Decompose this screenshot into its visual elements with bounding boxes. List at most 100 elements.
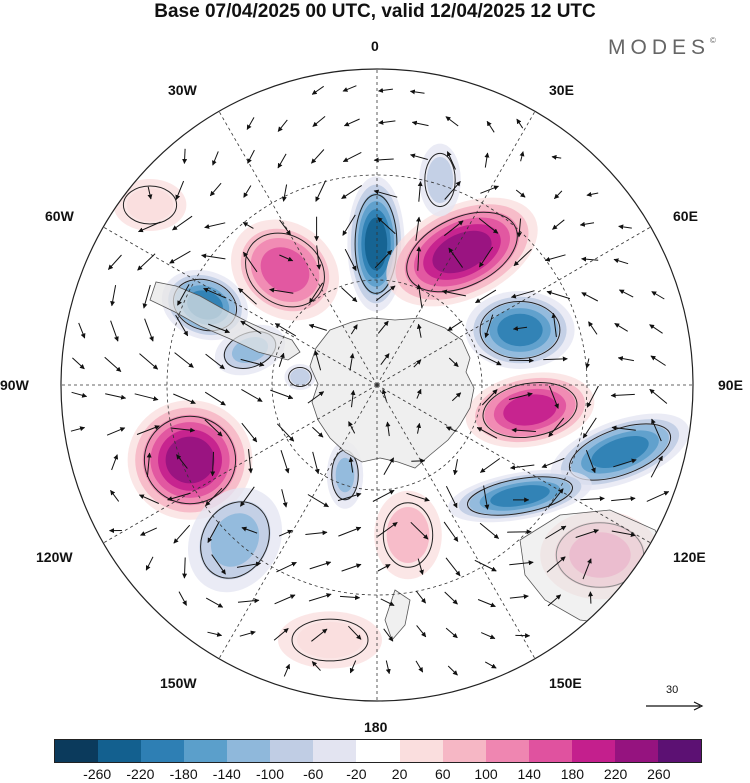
wind-arrow [312, 426, 324, 438]
wind-arrow [443, 521, 459, 542]
wind-arrow [649, 324, 663, 334]
wind-arrow [516, 218, 522, 238]
wind-arrow [174, 352, 194, 368]
wind-arrow [273, 628, 289, 641]
wind-arrow [278, 529, 293, 537]
wind-arrow [341, 563, 362, 572]
anomaly-contour-level [591, 436, 649, 468]
wind-arrow [585, 358, 591, 369]
wind-arrow [167, 492, 191, 502]
wind-arrow [241, 526, 258, 534]
wind-arrow [479, 522, 499, 539]
wind-arrow [348, 625, 362, 640]
wind-arrow [341, 287, 358, 303]
graticule [61, 69, 693, 701]
lon-label-150e: 150E [549, 675, 582, 691]
wind-arrow [452, 459, 458, 476]
wind-arrow [416, 323, 422, 338]
map-border [60, 68, 694, 702]
wind-arrow [134, 393, 159, 402]
wind-arrow [579, 221, 595, 227]
wind-arrow [377, 521, 398, 537]
wind-arrow [415, 216, 421, 241]
wind-arrow [377, 320, 389, 334]
wind-arrow [381, 388, 387, 402]
positive-anomaly [278, 611, 382, 669]
wind-arrow [445, 557, 461, 577]
wind-arrow [312, 451, 320, 475]
wind-arrow [342, 214, 356, 236]
colorbar-tick-label: 60 [435, 766, 451, 782]
lon-label-30e: 30E [549, 82, 574, 98]
wind-arrow [71, 391, 88, 398]
colorbar-swatch [55, 740, 99, 762]
wind-arrow [207, 631, 223, 637]
wind-arrow [176, 454, 188, 469]
wind-arrow [236, 561, 262, 568]
wind-arrow [541, 457, 565, 468]
colorbar [54, 739, 702, 763]
wind-arrow [241, 422, 258, 443]
wind-arrow [172, 215, 193, 231]
wind-arrow [110, 320, 119, 342]
wind-arrow [283, 663, 290, 677]
modes-logo: MODES© [608, 36, 716, 60]
wind-arrow [205, 353, 225, 370]
wind-arrow [618, 224, 632, 230]
wind-arrow [278, 352, 285, 367]
wind-arrow [140, 527, 158, 536]
colorbar-tick-label: -100 [255, 766, 285, 782]
wind-arrow [280, 450, 290, 474]
wind-arrow [575, 529, 599, 538]
wind-arrow [510, 464, 535, 470]
wind-arrow [348, 421, 356, 434]
wind-arrow [142, 284, 151, 309]
wind-arrow [110, 489, 120, 502]
anomaly-contour-level [386, 507, 430, 563]
wind-arrow [72, 357, 85, 370]
wind-arrow [510, 290, 535, 299]
wind-arrow [312, 116, 326, 127]
wind-arrow [613, 258, 629, 265]
wind-arrow [342, 85, 357, 92]
wind-arrow [445, 485, 458, 509]
anomaly-contour-level [165, 436, 215, 484]
colorbar-tick-label: 140 [517, 766, 541, 782]
colorbar-tick-label: -260 [83, 766, 112, 782]
wind-arrow [372, 489, 395, 502]
wind-arrow [548, 385, 559, 409]
colorbar-swatch [270, 740, 314, 762]
wind-arrow [239, 630, 256, 637]
negative-anomaly [326, 441, 364, 509]
wind-arrow [484, 314, 494, 338]
colorbar-swatch [485, 740, 529, 762]
streamline-loop [479, 301, 561, 359]
wind-arrow [445, 627, 458, 639]
wind-arrow [476, 427, 498, 439]
wind-arrow [169, 250, 191, 264]
wind-arrow [373, 157, 394, 163]
wind-arrow [479, 353, 502, 366]
wind-arrow [173, 524, 191, 544]
south-america-coastline [149, 281, 301, 361]
wind-arrow [614, 322, 628, 332]
wind-arrow [308, 593, 332, 602]
colorbar-tick-label: -20 [346, 766, 367, 782]
anomaly-contour-level [126, 188, 174, 222]
wind-arrow [481, 389, 498, 406]
wind-arrow [104, 356, 122, 372]
brand-mark: © [710, 36, 716, 45]
wind-arrow [582, 558, 592, 580]
wind-arrow [448, 357, 459, 367]
wind-arrow [509, 594, 529, 600]
colorbar-ticks: -260 -220 -180 -140 -100 -60 -20 20 60 100 140 180 2… [54, 766, 702, 783]
anomaly-contour-level [426, 156, 454, 204]
wind-arrow [543, 356, 568, 362]
wind-arrow [111, 454, 119, 471]
wind-arrow [585, 450, 596, 474]
colorbar-tick-label: 180 [560, 766, 585, 782]
wind-arrow [106, 427, 126, 436]
wind-arrow [446, 151, 456, 170]
wind-arrow [211, 554, 226, 575]
wind-arrow [651, 291, 665, 300]
